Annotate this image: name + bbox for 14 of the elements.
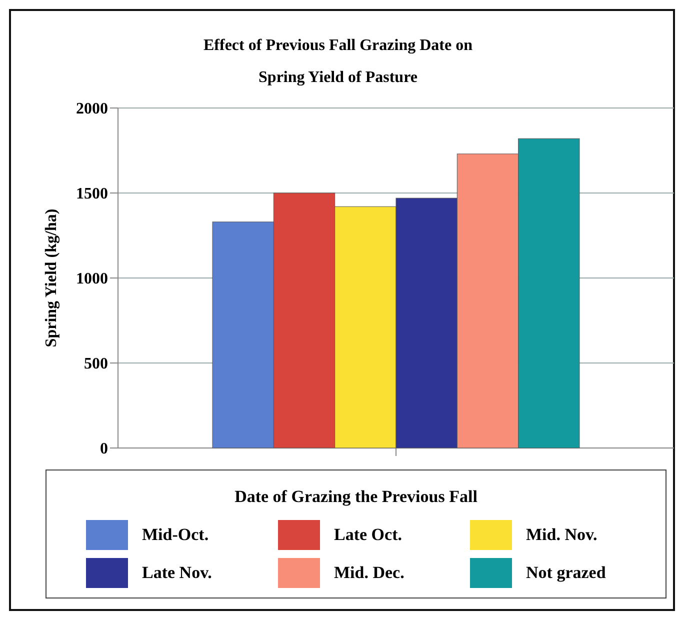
y-tick-label: 1500: [76, 186, 108, 203]
legend-label: Not grazed: [526, 563, 606, 582]
legend-label: Late Nov.: [142, 563, 212, 582]
chart-title: Effect of Previous Fall Grazing Date on Spring Yield of Pasture: [204, 37, 473, 86]
legend-label: Mid. Nov.: [526, 525, 598, 544]
legend-title: Date of Grazing the Previous Fall: [234, 487, 478, 506]
y-tick-label: 1000: [76, 270, 108, 288]
y-tick-label: 0: [100, 440, 108, 458]
legend-label: Late Oct.: [334, 525, 402, 544]
y-axis-title: Spring Yield (kg/ha): [43, 208, 60, 348]
y-tick-label: 2000: [76, 100, 108, 118]
legend-label: Mid. Dec.: [334, 563, 404, 582]
y-tick-label: 500: [84, 356, 108, 373]
legend-label: Mid-Oct.: [142, 525, 209, 544]
